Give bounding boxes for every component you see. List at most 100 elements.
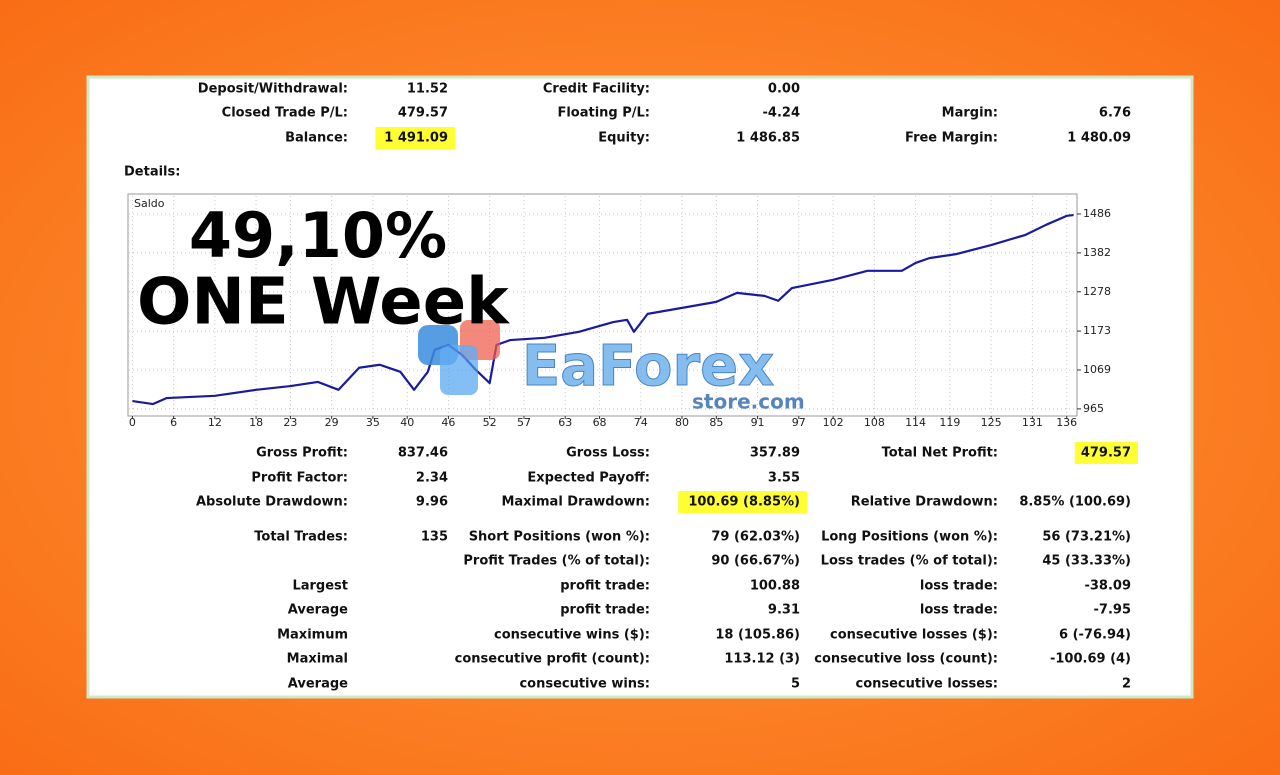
- row-label: loss trade:: [920, 603, 998, 618]
- row-label: profit trade:: [560, 603, 650, 618]
- row-value: 479.57: [398, 106, 448, 121]
- x-tick-label: 29: [325, 416, 339, 429]
- subline: ONE Week: [137, 266, 510, 340]
- x-tick-label: 80: [675, 416, 689, 429]
- row-value: 5: [791, 677, 800, 692]
- row-label: consecutive losses:: [855, 677, 998, 692]
- logo-square: [440, 345, 478, 395]
- row-value: 11.52: [407, 82, 448, 97]
- row-label: Maximal Drawdown:: [501, 495, 650, 510]
- row-label: Gross Profit:: [256, 446, 348, 461]
- chart: 965 1069 1173 1278 1382 1486 0 6 12 18 23 29 35 40 46 5…: [129, 196, 1111, 429]
- x-tick-label: 40: [400, 416, 414, 429]
- row-value: 2.34: [416, 471, 448, 486]
- report-tables: Deposit/Withdrawal: 11.52 Credit Facility:…: [196, 82, 1138, 692]
- row-value: 357.89: [750, 446, 800, 461]
- row-value: -4.24: [763, 106, 800, 121]
- watermark: EaForex store.com: [418, 320, 805, 414]
- row-value: 6 (-76.94): [1059, 628, 1131, 643]
- row-value: 18 (105.86): [715, 628, 800, 643]
- row-value: 9.96: [416, 495, 448, 510]
- x-tick-label: 102: [823, 416, 844, 429]
- details-label: Details:: [124, 165, 180, 180]
- row-label: Gross Loss:: [566, 446, 650, 461]
- row-label: consecutive losses ($):: [830, 628, 998, 643]
- row-label: Credit Facility:: [543, 82, 650, 97]
- x-tick-label: 18: [249, 416, 263, 429]
- row-value: 90 (66.67%): [711, 554, 800, 569]
- row-value: 6.76: [1099, 106, 1131, 121]
- row-label: Free Margin:: [905, 131, 998, 146]
- x-tick-label: 74: [634, 416, 648, 429]
- row-value: 56 (73.21%): [1042, 530, 1131, 545]
- x-tick-label: 52: [483, 416, 497, 429]
- row-value: 1 486.85: [736, 131, 800, 146]
- row-label: Balance:: [285, 131, 348, 146]
- row-label: Profit Factor:: [251, 471, 348, 486]
- x-tick-label: 63: [558, 416, 572, 429]
- balance-line: [132, 213, 1074, 406]
- row-label: Total Net Profit:: [882, 446, 998, 461]
- row-value: 9.31: [768, 603, 800, 618]
- row-label: consecutive wins ($):: [494, 628, 650, 643]
- row-value: 3.55: [768, 471, 800, 486]
- row-label: consecutive loss (count):: [814, 652, 998, 667]
- x-tick-label: 6: [170, 416, 177, 429]
- x-tick-label: 85: [709, 416, 723, 429]
- row-label: consecutive profit (count):: [455, 652, 650, 667]
- row-label: Margin:: [942, 106, 998, 121]
- row-label: Total Trades:: [254, 530, 348, 545]
- row-value: 0.00: [768, 82, 800, 97]
- row-value: 45 (33.33%): [1042, 554, 1131, 569]
- watermark-text: EaForex: [522, 334, 774, 399]
- y-tick-label: 1069: [1083, 363, 1111, 376]
- row-label: Maximal: [287, 652, 348, 667]
- row-label: Expected Payoff:: [527, 471, 650, 486]
- row-label: Average: [288, 677, 348, 692]
- chart-label: Saldo: [134, 197, 165, 210]
- row-label: Deposit/Withdrawal:: [198, 82, 348, 97]
- x-tick-label: 97: [792, 416, 806, 429]
- row-label: Profit Trades (% of total):: [463, 554, 650, 569]
- row-value: 837.46: [398, 446, 448, 461]
- x-tick-label: 0: [129, 416, 136, 429]
- x-tick-label: 68: [593, 416, 607, 429]
- x-tick-label: 125: [981, 416, 1002, 429]
- row-label: Relative Drawdown:: [851, 495, 998, 510]
- x-tick-label: 46: [441, 416, 455, 429]
- y-tick-label: 1173: [1083, 324, 1111, 337]
- x-tick-label: 136: [1056, 416, 1077, 429]
- row-label: Average: [288, 603, 348, 618]
- row-label: Long Positions (won %):: [821, 530, 998, 545]
- row-label: Floating P/L:: [557, 106, 650, 121]
- y-tick-label: 965: [1083, 402, 1104, 415]
- x-tick-label: 91: [751, 416, 765, 429]
- highlight: [678, 491, 807, 513]
- row-value: 100.88: [750, 579, 800, 594]
- row-value: -100.69 (4): [1050, 652, 1131, 667]
- row-label: Closed Trade P/L:: [222, 106, 348, 121]
- highlight: [375, 127, 455, 149]
- row-value: 1 491.09: [384, 131, 448, 146]
- row-value: 79 (62.03%): [711, 530, 800, 545]
- row-label: profit trade:: [560, 579, 650, 594]
- row-value: 113.12 (3): [724, 652, 800, 667]
- row-label: consecutive wins:: [519, 677, 650, 692]
- row-value: 2: [1122, 677, 1131, 692]
- y-tick-label: 1382: [1083, 246, 1111, 259]
- x-tick-label: 35: [366, 416, 380, 429]
- x-tick-label: 12: [208, 416, 222, 429]
- x-tick-label: 23: [283, 416, 297, 429]
- row-label: Loss trades (% of total):: [821, 554, 998, 569]
- row-value: 479.57: [1081, 446, 1131, 461]
- row-label: Largest: [292, 579, 348, 594]
- watermark-site: store.com: [692, 390, 805, 414]
- y-tick-label: 1486: [1083, 207, 1111, 220]
- row-label: Equity:: [598, 131, 650, 146]
- row-value: 8.85% (100.69): [1019, 495, 1131, 510]
- x-tick-label: 108: [864, 416, 885, 429]
- row-value: -38.09: [1084, 579, 1131, 594]
- headline: 49,10%: [189, 199, 447, 272]
